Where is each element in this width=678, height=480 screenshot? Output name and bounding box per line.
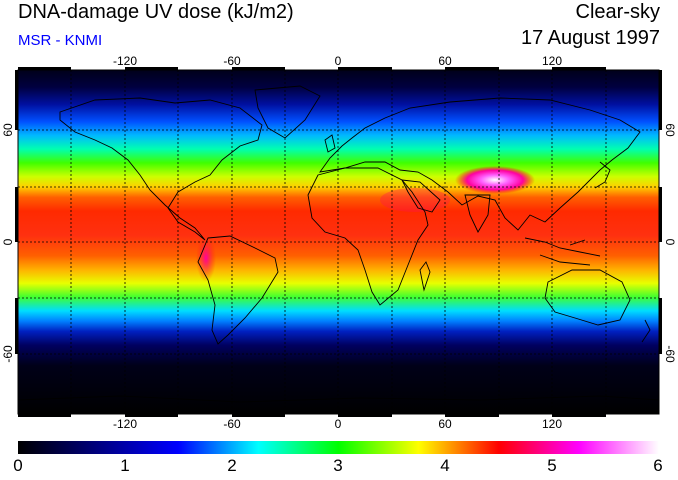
lon-tick-bottom: -120 bbox=[113, 417, 137, 431]
colorbar-label: 5 bbox=[547, 456, 557, 475]
colorbar-label: 6 bbox=[653, 456, 663, 475]
sky-condition-label: Clear-sky bbox=[575, 1, 660, 23]
colorbar-label: 2 bbox=[227, 456, 237, 475]
source-label: MSR - KNMI bbox=[18, 32, 103, 49]
sahara-hotspot bbox=[380, 188, 450, 212]
lon-tick-top: 60 bbox=[438, 54, 452, 68]
lat-tick-right: 0 bbox=[663, 239, 677, 246]
lat-tick-left: 60 bbox=[1, 123, 15, 137]
lat-tick-right: 60 bbox=[663, 123, 677, 137]
map-frame bbox=[15, 67, 662, 417]
tibet-hotspot bbox=[455, 166, 535, 194]
coastlines bbox=[18, 85, 659, 403]
lon-tick-top: 120 bbox=[542, 54, 562, 68]
lon-tick-top: -120 bbox=[113, 54, 137, 68]
colorbar-label: 3 bbox=[333, 456, 343, 475]
date-label: 17 August 1997 bbox=[520, 27, 660, 49]
colorbar-label: 0 bbox=[13, 456, 23, 475]
map-title: DNA-damage UV dose (kJ/m2) bbox=[18, 1, 294, 23]
lat-tick-left: 0 bbox=[1, 238, 15, 245]
colorbar bbox=[18, 441, 659, 454]
colorbar-label: 1 bbox=[120, 456, 130, 475]
andes-hotspot bbox=[196, 234, 216, 282]
lon-tick-bottom: 60 bbox=[438, 417, 452, 431]
lon-tick-bottom: 0 bbox=[335, 417, 342, 431]
lat-tick-left: -60 bbox=[1, 345, 15, 363]
lon-tick-bottom: -60 bbox=[223, 417, 241, 431]
lat-lon-grid bbox=[18, 70, 659, 414]
lon-tick-bottom: 120 bbox=[542, 417, 562, 431]
colorbar-label: 4 bbox=[440, 456, 450, 475]
lon-tick-top: -60 bbox=[223, 54, 241, 68]
lat-tick-right: -60 bbox=[663, 345, 677, 363]
lon-tick-top: 0 bbox=[335, 54, 342, 68]
